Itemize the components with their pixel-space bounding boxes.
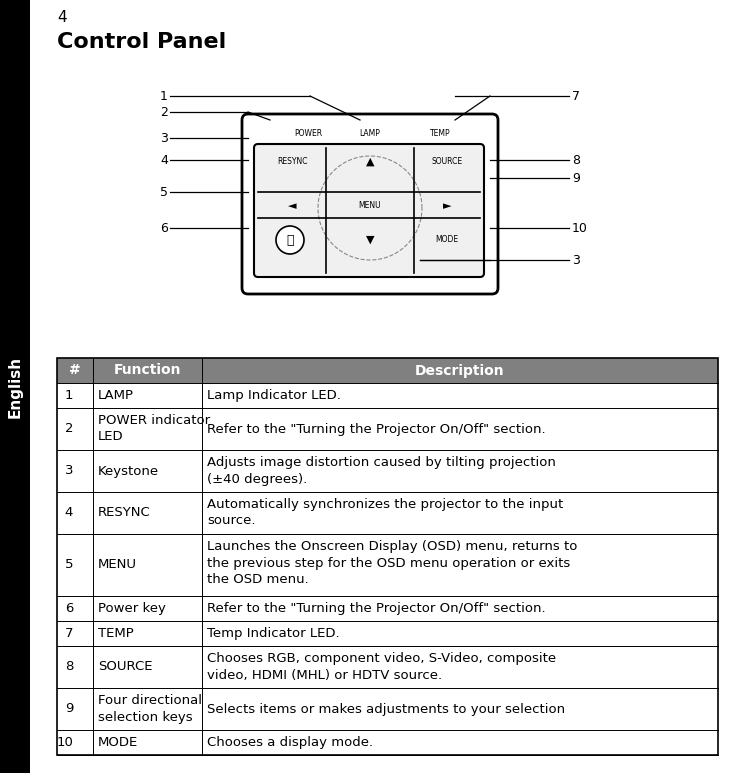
- Bar: [57, 688, 718, 730]
- Text: 9: 9: [65, 703, 73, 716]
- Text: Refer to the "Turning the Projector On/Off" section.: Refer to the "Turning the Projector On/O…: [207, 602, 545, 615]
- Text: Control Panel: Control Panel: [57, 32, 226, 52]
- Text: RESYNC: RESYNC: [98, 506, 151, 519]
- Bar: [57, 358, 718, 383]
- Text: Description: Description: [415, 363, 505, 377]
- Text: Adjusts image distortion caused by tilting projection
(±40 degrees).: Adjusts image distortion caused by tilti…: [207, 456, 556, 485]
- Bar: [57, 534, 718, 596]
- Bar: [57, 358, 718, 755]
- Text: 10: 10: [56, 736, 73, 749]
- Text: 2: 2: [64, 423, 73, 435]
- Text: Selects items or makes adjustments to your selection: Selects items or makes adjustments to yo…: [207, 703, 565, 716]
- Text: MODE: MODE: [98, 736, 138, 749]
- Bar: [57, 621, 718, 646]
- Text: TEMP: TEMP: [430, 128, 450, 138]
- Text: 4: 4: [65, 506, 73, 519]
- Text: 3: 3: [64, 465, 73, 478]
- Bar: [57, 492, 718, 534]
- Bar: [57, 730, 718, 755]
- Text: SOURCE: SOURCE: [98, 660, 152, 673]
- Text: 1: 1: [64, 389, 73, 402]
- Text: ►: ►: [443, 201, 451, 211]
- Text: 10: 10: [572, 222, 588, 234]
- Text: SOURCE: SOURCE: [431, 158, 463, 166]
- Bar: [57, 596, 718, 621]
- Text: 4: 4: [160, 154, 168, 166]
- Text: Automatically synchronizes the projector to the input
source.: Automatically synchronizes the projector…: [207, 498, 563, 527]
- Text: 9: 9: [572, 172, 580, 185]
- Text: POWER: POWER: [294, 128, 322, 138]
- Text: 8: 8: [572, 154, 580, 166]
- Text: Lamp Indicator LED.: Lamp Indicator LED.: [207, 389, 341, 402]
- Text: Launches the Onscreen Display (OSD) menu, returns to
the previous step for the O: Launches the Onscreen Display (OSD) menu…: [207, 540, 578, 586]
- Text: MENU: MENU: [359, 202, 381, 210]
- Text: ◄: ◄: [288, 201, 296, 211]
- Bar: [57, 408, 718, 450]
- Text: 7: 7: [572, 90, 580, 103]
- Text: 7: 7: [64, 627, 73, 640]
- Text: 8: 8: [65, 660, 73, 673]
- Text: LAMP: LAMP: [98, 389, 134, 402]
- Text: 1: 1: [160, 90, 168, 103]
- Text: Chooses RGB, component video, S-Video, composite
video, HDMI (MHL) or HDTV sourc: Chooses RGB, component video, S-Video, c…: [207, 652, 556, 682]
- Text: POWER indicator
LED: POWER indicator LED: [98, 414, 210, 444]
- Text: 6: 6: [160, 222, 168, 234]
- Text: 6: 6: [65, 602, 73, 615]
- Text: Keystone: Keystone: [98, 465, 159, 478]
- Text: 4: 4: [57, 10, 67, 25]
- Text: Four directional
selection keys: Four directional selection keys: [98, 694, 202, 724]
- Text: RESYNC: RESYNC: [277, 158, 307, 166]
- Bar: [57, 383, 718, 408]
- Text: MODE: MODE: [436, 236, 458, 244]
- Text: #: #: [69, 363, 81, 377]
- Text: 5: 5: [160, 186, 168, 199]
- Text: LAMP: LAMP: [359, 128, 381, 138]
- Text: English: English: [7, 356, 23, 418]
- Text: TEMP: TEMP: [98, 627, 134, 640]
- Text: ▼: ▼: [366, 235, 374, 245]
- Bar: [0, 0, 30, 773]
- Text: Temp Indicator LED.: Temp Indicator LED.: [207, 627, 340, 640]
- FancyBboxPatch shape: [254, 144, 484, 277]
- Text: Refer to the "Turning the Projector On/Off" section.: Refer to the "Turning the Projector On/O…: [207, 423, 545, 435]
- Text: 3: 3: [160, 131, 168, 145]
- Text: 3: 3: [572, 254, 580, 267]
- Text: 5: 5: [64, 559, 73, 571]
- FancyBboxPatch shape: [242, 114, 498, 294]
- Text: Function: Function: [113, 363, 182, 377]
- Text: ⏻: ⏻: [286, 233, 294, 247]
- Text: ▲: ▲: [366, 157, 374, 167]
- Text: Chooses a display mode.: Chooses a display mode.: [207, 736, 373, 749]
- Circle shape: [276, 226, 304, 254]
- Bar: [57, 450, 718, 492]
- Text: 2: 2: [160, 105, 168, 118]
- Text: Power key: Power key: [98, 602, 166, 615]
- Bar: [57, 646, 718, 688]
- Text: MENU: MENU: [98, 559, 137, 571]
